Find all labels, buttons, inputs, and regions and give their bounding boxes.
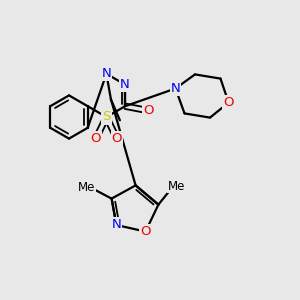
Text: O: O <box>140 225 151 238</box>
Text: Me: Me <box>168 179 186 193</box>
Text: N: N <box>120 78 130 91</box>
Text: N: N <box>112 218 121 232</box>
Text: N: N <box>101 67 111 80</box>
Text: Me: Me <box>78 181 95 194</box>
Text: S: S <box>102 110 111 124</box>
Text: O: O <box>112 132 122 145</box>
Text: O: O <box>143 104 153 117</box>
Text: O: O <box>223 96 234 109</box>
Text: O: O <box>91 132 101 145</box>
Text: N: N <box>171 82 180 95</box>
